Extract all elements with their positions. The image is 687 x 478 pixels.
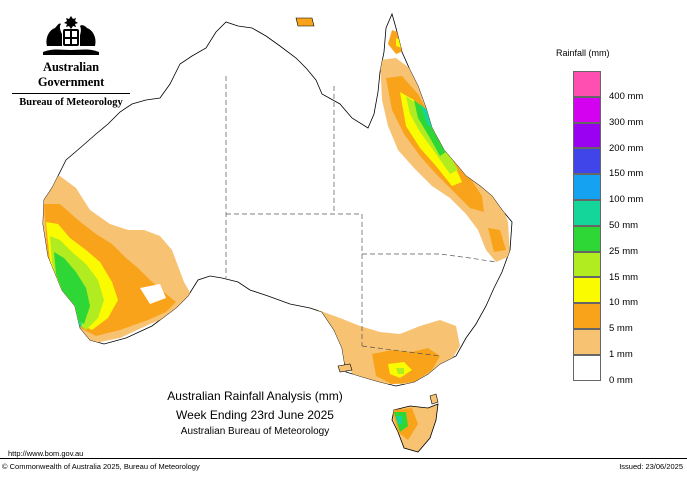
legend: 400 mm 300 mm 200 mm 150 mm 100 mm 50 mm 25 mm… [573, 71, 669, 386]
legend-swatch [573, 225, 601, 252]
legend-swatch [573, 71, 601, 97]
legend-label: 15 mm [609, 271, 639, 283]
legend-label: 10 mm [609, 297, 639, 309]
legend-item: 300 mm [573, 96, 669, 128]
government-name: Australian Government [37, 60, 105, 89]
legend-label: 100 mm [609, 194, 644, 206]
melville-island [295, 17, 315, 27]
legend-label: 1 mm [609, 348, 633, 360]
legend-item: 50 mm [573, 199, 669, 231]
footer-divider [0, 458, 687, 459]
legend-item: 5 mm [573, 303, 669, 334]
logo-divider [12, 93, 130, 94]
legend-label: 25 mm [609, 245, 639, 257]
legend-swatch [573, 251, 601, 278]
government-logo-block: Australian Government Bureau of Meteorol… [10, 12, 132, 108]
legend-item: 1 mm [573, 328, 669, 360]
legend-label: 400 mm [609, 91, 644, 102]
legend-item: 25 mm [573, 225, 669, 257]
legend-swatch [573, 148, 601, 175]
legend-label: 150 mm [609, 168, 644, 180]
map-period: Week Ending 23rd June 2025 [176, 408, 334, 422]
map-source: Australian Bureau of Meteorology [180, 426, 330, 437]
legend-item: 100 mm [573, 174, 669, 205]
legend-label: 5 mm [609, 323, 633, 335]
legend-item: 400 mm [573, 71, 669, 102]
legend-swatch [573, 174, 601, 200]
legend-swatch [573, 303, 601, 329]
legend-label: 200 mm [609, 142, 644, 154]
coat-of-arms-icon [43, 16, 99, 55]
copyright-notice: © Commonwealth of Australia 2025, Bureau… [2, 462, 200, 471]
legend-item: 10 mm [573, 277, 669, 308]
legend-item: 200 mm [573, 122, 669, 154]
flinders-island [429, 393, 439, 405]
legend-item: 150 mm [573, 148, 669, 179]
legend-swatch [573, 354, 601, 381]
kangaroo-island [337, 363, 353, 373]
issued-date: Issued: 23/06/2025 [619, 462, 683, 471]
legend-swatch [573, 328, 601, 355]
legend-swatch [573, 277, 601, 304]
legend-label: 0 mm [609, 374, 633, 386]
legend-item: 0 mm [573, 354, 669, 386]
legend-title: Rainfall (mm) [556, 48, 610, 58]
state-borders [225, 76, 497, 357]
legend-item: 15 mm [573, 251, 669, 283]
rainfall-shading [43, 30, 510, 384]
legend-label: 50 mm [609, 219, 639, 231]
legend-label: 300 mm [609, 116, 644, 128]
legend-swatch [573, 122, 601, 149]
bureau-name: Bureau of Meteorology [19, 97, 123, 108]
legend-swatch [573, 96, 601, 123]
website-link[interactable]: http://www.bom.gov.au [8, 449, 84, 458]
legend-swatch [573, 199, 601, 226]
map-title: Australian Rainfall Analysis (mm) [167, 389, 343, 403]
